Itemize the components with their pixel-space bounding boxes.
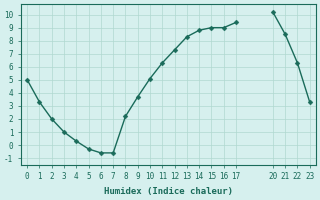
X-axis label: Humidex (Indice chaleur): Humidex (Indice chaleur) (104, 187, 233, 196)
